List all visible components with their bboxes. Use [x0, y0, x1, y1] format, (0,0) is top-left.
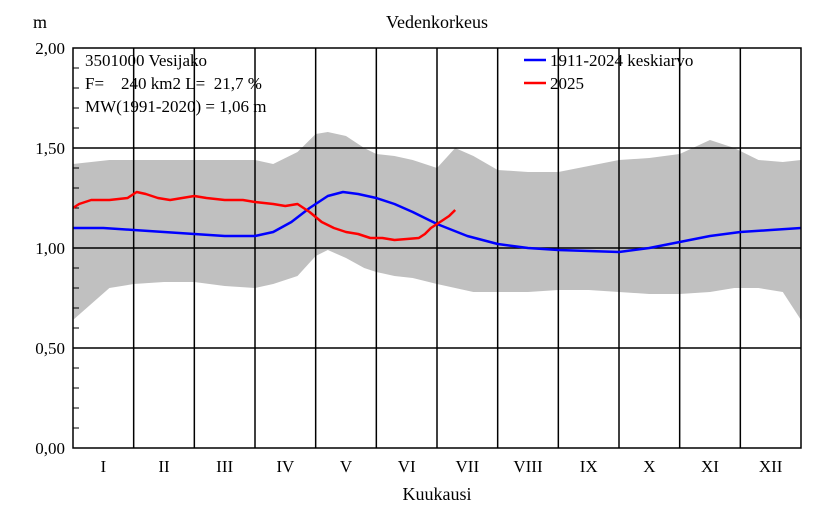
month-label: IX: [580, 457, 598, 476]
plot-frame: [72, 47, 802, 449]
month-label: III: [216, 457, 233, 476]
x-axis-label: Kuukausi: [403, 484, 472, 504]
legend-label-mean: 1911-2024 keskiarvo: [550, 51, 693, 70]
mean-line: [73, 190, 802, 254]
month-label: VIII: [513, 457, 543, 476]
month-label: V: [340, 457, 353, 476]
info-box: 3501000 Vesijako F= 240 km2 L= 21,7 % MW…: [85, 51, 266, 116]
legend-label-2025: 2025: [550, 74, 584, 93]
info-line-area: F= 240 km2 L= 21,7 %: [85, 74, 262, 93]
y-tick-label: 2,00: [35, 39, 65, 58]
y-tick-label: 0,00: [35, 439, 65, 458]
month-label: II: [158, 457, 170, 476]
month-label: XII: [759, 457, 783, 476]
chart-title: Vedenkorkeus: [386, 12, 488, 32]
month-label: IV: [276, 457, 295, 476]
line-2025: [72, 190, 457, 242]
legend: 1911-2024 keskiarvo 2025: [524, 51, 693, 93]
month-label: X: [643, 457, 655, 476]
y-axis-label: m: [33, 12, 47, 32]
y-tick-label: 1,00: [35, 239, 65, 258]
month-label: I: [100, 457, 106, 476]
info-line-mw: MW(1991-2020) = 1,06 m: [85, 97, 266, 116]
y-tick-label: 1,50: [35, 139, 65, 158]
month-label: XI: [701, 457, 719, 476]
y-tick-label: 0,50: [35, 339, 65, 358]
month-label: VI: [398, 457, 416, 476]
month-label: VII: [456, 457, 480, 476]
info-line-station: 3501000 Vesijako: [85, 51, 207, 70]
